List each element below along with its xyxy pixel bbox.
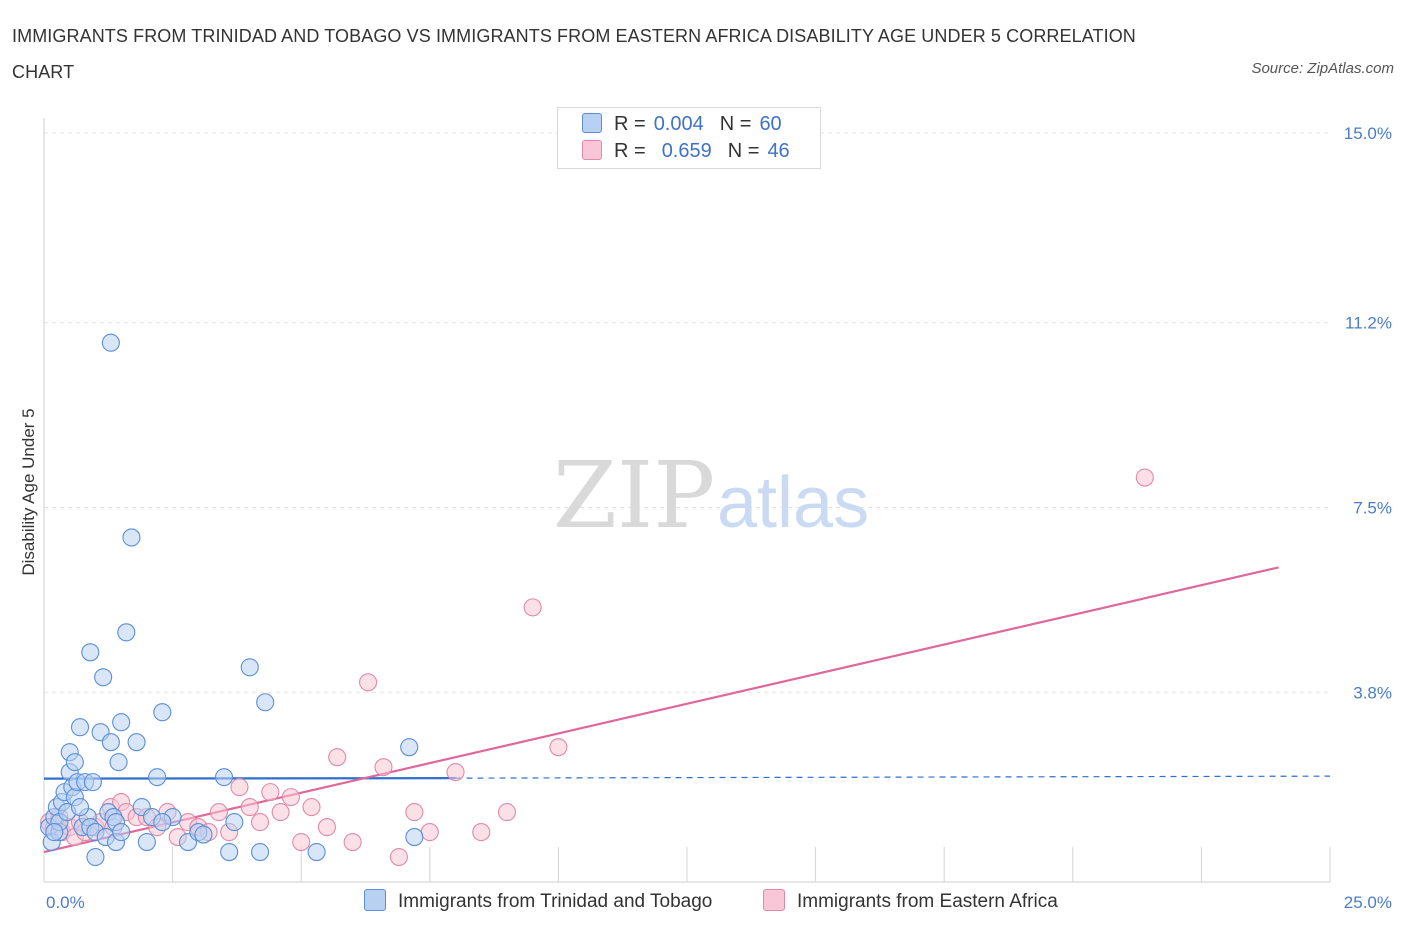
legend-n-value: 46 (767, 140, 790, 162)
point-trinidad (307, 842, 326, 862)
point-trinidad (101, 733, 120, 752)
point-eastern-africa (359, 673, 378, 692)
point-eastern-africa (389, 847, 408, 867)
point-eastern-africa (549, 738, 568, 757)
series-legend-eastern-africa[interactable]: Immigrants from Eastern Africa (763, 889, 1058, 913)
point-trinidad (220, 842, 239, 862)
watermark: ZIP atlas (553, 442, 869, 549)
source-label: Source: ZipAtlas.com (1251, 60, 1394, 77)
legend-r-value: 0.004 (653, 113, 704, 135)
series-legend-label: Immigrants from Eastern Africa (797, 891, 1058, 912)
point-trinidad (225, 813, 244, 832)
x-tick-label: 0.0% (46, 893, 85, 912)
point-trinidad (250, 842, 270, 862)
point-trinidad (65, 753, 84, 772)
axis-layer (43, 118, 1331, 883)
point-trinidad (83, 773, 102, 792)
legend-row-trinidad: R = 0.004 N = 60 (582, 113, 782, 139)
series-legend-trinidad[interactable]: Immigrants from Trinidad and Tobago (364, 889, 712, 913)
legend-swatch-blue (582, 113, 602, 133)
point-trinidad (86, 847, 105, 867)
trend-line-trinidad-extension (455, 775, 1331, 779)
point-trinidad (112, 823, 131, 842)
watermark-zip: ZIP (553, 442, 715, 549)
point-trinidad (194, 825, 213, 844)
x-tick-label: 25.0% (1344, 893, 1392, 912)
point-trinidad (148, 768, 167, 787)
series-swatch-blue (364, 889, 386, 911)
y-tick-label: 15.0% (1344, 124, 1392, 143)
point-trinidad (240, 658, 259, 677)
point-trinidad (214, 768, 234, 787)
point-trinidad (256, 693, 275, 712)
point-eastern-africa (281, 788, 300, 807)
trend-line-eastern-africa (43, 566, 1279, 854)
legend-r-label: R = (614, 140, 646, 162)
point-eastern-africa (343, 833, 362, 852)
point-trinidad (117, 623, 136, 642)
legend-n-label: N = (727, 140, 760, 162)
point-eastern-africa (317, 818, 336, 837)
point-eastern-africa (292, 833, 311, 852)
series-legend-label: Immigrants from Trinidad and Tobago (398, 891, 713, 912)
point-trinidad (137, 833, 156, 852)
tick-layer: 3.8% 7.5% 11.2% 15.0% 0.0% 25.0% (46, 124, 1392, 912)
point-trinidad (45, 823, 64, 842)
series-legend: Immigrants from Trinidad and Tobago Immi… (0, 889, 1406, 915)
point-eastern-africa (328, 748, 347, 767)
point-eastern-africa (405, 803, 424, 822)
grid-layer (44, 132, 1330, 693)
point-eastern-africa (271, 803, 290, 822)
y-axis-label: Disability Age Under 5 (19, 408, 38, 575)
point-eastern-africa (374, 758, 393, 777)
point-eastern-africa (261, 783, 280, 802)
y-tick-label: 11.2% (1345, 314, 1392, 333)
point-trinidad (94, 668, 113, 687)
point-eastern-africa (497, 803, 517, 822)
point-eastern-africa (230, 778, 249, 797)
point-eastern-africa (1135, 468, 1154, 487)
series-swatch-pink (763, 889, 785, 911)
legend-n-label: N = (719, 113, 752, 135)
watermark-atlas: atlas (717, 463, 869, 543)
legend-r-value: 0.659 (661, 140, 712, 162)
legend-n-value: 60 (759, 113, 782, 135)
point-trinidad (405, 828, 424, 847)
point-trinidad (127, 733, 146, 752)
legend-row-eastern-africa: R = 0.659 N = 46 (582, 140, 790, 166)
trend-layer (43, 566, 1331, 854)
point-trinidad (101, 333, 120, 352)
point-eastern-africa (302, 798, 321, 817)
point-eastern-africa (446, 763, 465, 782)
point-trinidad (122, 528, 141, 547)
legend-r-label: R = (614, 113, 646, 135)
points-layer (40, 333, 1154, 867)
y-tick-label: 7.5% (1353, 499, 1392, 518)
point-trinidad (70, 718, 90, 737)
point-trinidad (109, 753, 128, 772)
point-eastern-africa (472, 823, 491, 842)
point-eastern-africa (209, 803, 228, 822)
point-trinidad (153, 703, 172, 722)
chart-title: IMMIGRANTS FROM TRINIDAD AND TOBAGO VS I… (12, 26, 1136, 82)
point-trinidad (70, 798, 90, 817)
correlation-legend: R = 0.004 N = 60 R = 0.659 N = 46 (557, 107, 821, 169)
point-eastern-africa (420, 823, 439, 842)
point-trinidad (153, 813, 172, 832)
legend-swatch-pink (582, 140, 602, 160)
point-eastern-africa (250, 813, 270, 832)
point-eastern-africa (240, 798, 259, 817)
point-trinidad (81, 643, 100, 662)
point-trinidad (112, 713, 131, 732)
y-tick-label: 3.8% (1353, 683, 1392, 702)
point-trinidad (400, 738, 419, 757)
point-eastern-africa (523, 598, 542, 617)
